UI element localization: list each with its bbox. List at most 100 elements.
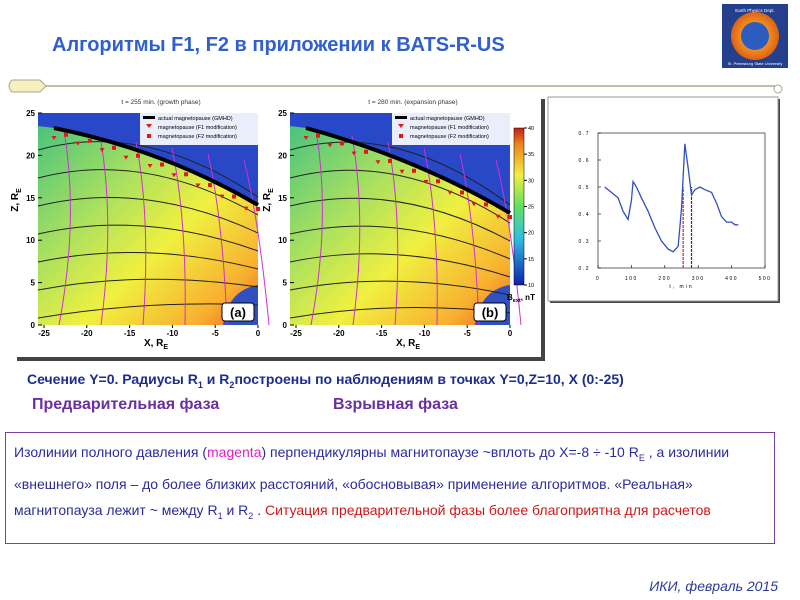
phase-label: Взрывная фаза [333, 396, 458, 413]
plot-area [597, 132, 766, 269]
y-axis-label: Z, RE [262, 188, 275, 212]
x-axis-label-text: X, R [396, 338, 416, 349]
panel-title: t = 255 min. (growth phase) [121, 99, 200, 106]
panel-title: t = 280 min. (expansion phase) [368, 99, 457, 106]
x-axis-label: t, min [669, 284, 693, 290]
caption-text: Сечение Y=0. Радиусы R [27, 371, 198, 387]
y-tick-label: 0.4 [579, 212, 590, 218]
colorbar-label-unit: , nT [521, 293, 535, 302]
note-text: ) перпендикулярны магнитопаузе ~вплоть д… [261, 444, 639, 460]
field-contour [37, 169, 259, 216]
x-tick-label: -15 [376, 329, 388, 338]
field-contour [289, 225, 511, 260]
footer: ИКИ, февраль 2015 [649, 578, 778, 594]
y-tick-label: 0.7 [579, 131, 590, 137]
f1-marker [75, 141, 81, 146]
magnetopause-actual [53, 126, 260, 207]
caption-text: и R [202, 371, 230, 387]
note-text: Изолинии полного давления ( [14, 444, 207, 460]
x-tick-label: -10 [419, 329, 431, 338]
note-text: , а изолинии «внешнего» поля – до более … [14, 444, 730, 518]
pressure-contour [207, 153, 228, 326]
caption-text: построены по наблюдениям в точках Y=0,Z=… [234, 371, 624, 387]
note-highlight: magenta [207, 444, 262, 460]
f2-marker [412, 168, 416, 173]
field-contour [289, 280, 511, 296]
pressure-contour [310, 129, 323, 326]
x-tick-label: -10 [167, 329, 179, 338]
colorbar-tick-label: 15 [528, 257, 534, 263]
y-tick-label: 0.6 [579, 158, 590, 164]
f2-marker [340, 141, 344, 146]
legend-swatch [398, 124, 404, 128]
f2-marker [364, 149, 368, 154]
legend-entry: magnetopause (F2 modification) [158, 134, 237, 140]
legend-swatch [143, 116, 155, 119]
caption-sub: 2 [229, 379, 235, 390]
field-contour [37, 141, 259, 198]
f1-marker [399, 169, 405, 174]
colorbar-label-text: B [507, 293, 513, 302]
field-contour [37, 224, 259, 252]
pressure-contour [423, 147, 438, 326]
logo-text: St. Petersburg State University [728, 61, 783, 66]
y-tick-label: 15 [26, 194, 35, 203]
caption-sub: 1 [197, 379, 203, 390]
field-contour [37, 278, 259, 291]
legend-entry: magnetopause (F2 modification) [410, 134, 489, 140]
note-text: . [253, 501, 265, 518]
f2-marker [388, 158, 392, 163]
f2-marker [64, 132, 68, 137]
legend-entry: actual magnetopause (GMHD) [158, 116, 233, 122]
y-tick-label: 5 [283, 279, 288, 288]
x-tick-label: -5 [464, 329, 472, 338]
legend-box [392, 113, 510, 145]
y-axis-label-text: Z, R [262, 192, 273, 212]
f1-marker [195, 183, 201, 188]
x-tick-label: -20 [333, 329, 345, 338]
panel: t = 280 min. (expansion phase) actual mag… [262, 99, 522, 351]
colorbar-tick-label: 30 [528, 178, 534, 184]
f1-marker [303, 136, 309, 140]
x-tick-label: 0 [596, 276, 600, 282]
x-axis-label-text: X, R [144, 338, 164, 349]
f2-marker [88, 138, 92, 143]
note-sub: 2 [248, 510, 254, 521]
field-contour [289, 197, 511, 242]
f2-marker [160, 162, 164, 167]
y-axis-label-text: Z, R [10, 192, 21, 212]
x-tick-label: -25 [38, 329, 50, 338]
y-axis-label-sub: E [268, 188, 275, 193]
f2-marker [256, 207, 260, 211]
logo: Earth Physics Dept. St. Petersburg State… [722, 4, 788, 68]
inset-frame [547, 96, 779, 302]
y-tick-label: 20 [26, 151, 35, 160]
f1-marker [327, 143, 333, 148]
f2-marker [484, 202, 488, 207]
note-sub: 1 [217, 510, 223, 521]
title-rule [8, 79, 783, 94]
f2-marker [112, 145, 116, 150]
f2-marker [436, 179, 440, 184]
pressure-contour [58, 129, 71, 326]
f1-marker [471, 202, 477, 207]
series-line [604, 143, 739, 253]
f2-marker [184, 172, 188, 177]
field-contour [289, 169, 511, 224]
x-tick-label: 0 [508, 329, 513, 338]
note-sub: E [638, 452, 645, 463]
x-tick-label: 500 [759, 276, 772, 282]
f2-marker [232, 194, 236, 199]
x-axis-label-sub: E [163, 344, 168, 351]
y-tick-label: 5 [31, 279, 36, 288]
note-box: Изолинии полного давления (magenta) перп… [5, 432, 775, 544]
x-tick-label: 400 [725, 276, 738, 282]
f2-marker [208, 182, 212, 187]
y-tick-label: 0.3 [579, 239, 590, 245]
caption: Сечение Y=0. Радиусы R1 и R2построены по… [27, 371, 624, 390]
y-axis-label: Z, RE [10, 188, 23, 212]
legend-box [140, 113, 258, 145]
pressure-contour [243, 159, 270, 326]
f2-marker [136, 153, 140, 158]
